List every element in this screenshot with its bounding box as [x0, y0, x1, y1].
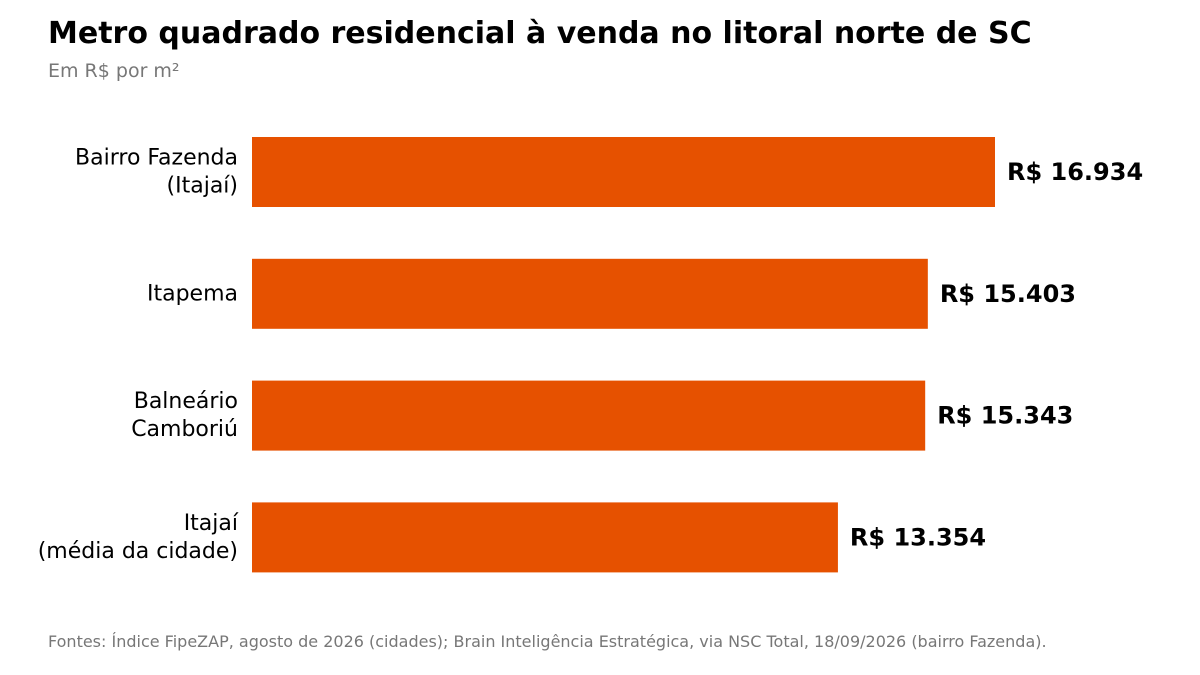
category-label-1: Itapema: [147, 281, 238, 306]
category-label-line: Balneário: [134, 389, 238, 414]
bar-value-label-1: R$ 15.403: [940, 280, 1076, 308]
source-note: Fontes: Índice FipeZAP, agosto de 2026 (…: [48, 632, 1047, 651]
bar-value-label-3: R$ 13.354: [850, 523, 986, 551]
category-label-3: Itajaí (média da cidade): [38, 511, 239, 564]
bar-2: [252, 380, 926, 451]
category-label-line: Itajaí: [184, 511, 239, 536]
category-label-line: (média da cidade): [38, 539, 238, 564]
bar-value-label-0: R$ 16.934: [1007, 158, 1143, 186]
bar-value-label-2: R$ 15.343: [937, 402, 1073, 430]
category-label-line: (Itajaí): [167, 174, 238, 199]
category-label-line: Bairro Fazenda: [75, 146, 238, 171]
category-label-2: Balneário Camboriú: [131, 389, 238, 442]
bar-0: [252, 137, 995, 207]
bar-1: [252, 258, 928, 329]
category-label-line: Camboriú: [131, 417, 238, 442]
bar-3: [252, 502, 838, 573]
chart-title: Metro quadrado residencial à venda no li…: [48, 16, 1032, 51]
chart-subtitle: Em R$ por m²: [48, 60, 180, 82]
category-label-0: Bairro Fazenda (Itajaí): [75, 146, 238, 199]
category-label-line: Itapema: [147, 281, 238, 306]
